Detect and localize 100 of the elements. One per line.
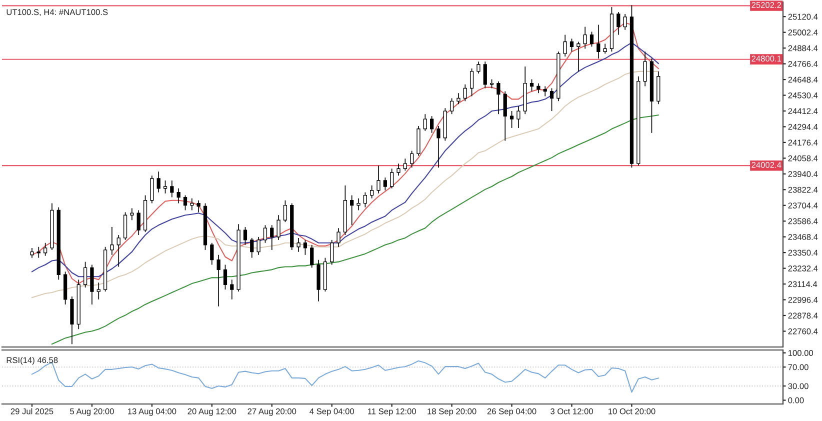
candlestick: [376, 165, 380, 194]
y-tick-label: 24648.4: [788, 76, 818, 83]
candlestick: [163, 180, 168, 194]
candlestick: [410, 150, 414, 168]
candlestick: [423, 114, 427, 132]
y-tick-label: 24530.4: [788, 92, 818, 98]
text: UT100.S, H4: #NAUT100.S: [6, 9, 108, 16]
x-tick-label: 5 Aug 20:00: [70, 408, 114, 416]
candlestick: [170, 180, 174, 198]
x-tick-label: 18 Sep 20:00: [428, 408, 476, 416]
candlestick: [430, 116, 434, 134]
candlestick: [503, 90, 507, 142]
candlestick: [530, 78, 534, 92]
candlestick: [356, 198, 360, 211]
candlestick: [263, 224, 268, 244]
candlestick: [330, 240, 334, 266]
candlestick: [336, 228, 340, 248]
candlestick: [156, 171, 160, 193]
y-tick-label: 22760.4: [788, 328, 818, 334]
candlestick: [296, 238, 300, 252]
candlestick: [90, 264, 94, 305]
candlestick: [223, 264, 228, 290]
candlestick: [510, 110, 514, 128]
y-tick-label: 24294.4: [788, 124, 818, 130]
candlestick: [483, 61, 487, 89]
candlestick: [390, 168, 394, 189]
y-tick-label: 70.00: [788, 364, 808, 370]
candlestick: [450, 98, 454, 115]
candlestick: [210, 242, 214, 266]
candlestick: [116, 234, 120, 268]
candlestick: [456, 92, 460, 105]
x-tick-label: 11 Sep 12:00: [368, 408, 416, 416]
candlestick: [196, 200, 200, 213]
y-tick-label: 23350.4: [788, 250, 818, 256]
candlestick: [30, 248, 34, 258]
candlestick: [276, 214, 280, 240]
x-tick-label: 4 Sep 04:00: [310, 408, 354, 416]
x-tick-label: 13 Aug 04:00: [128, 408, 176, 416]
x-tick-label: 29 Jul 2025: [10, 408, 54, 414]
y-tick-label: 24412.4: [788, 108, 818, 114]
y-tick-label: 100.00: [788, 350, 814, 356]
x-tick-label: 10 Oct 20:00: [608, 408, 656, 414]
candlestick: [250, 238, 254, 258]
y-tick-label: 25120.4: [788, 14, 818, 20]
y-tick-label: 22996.4: [788, 296, 818, 303]
candlestick: [130, 208, 134, 221]
text: RSI(14) 46.58: [6, 356, 58, 365]
candlestick: [396, 163, 400, 176]
y-tick-label: 24176.4: [788, 140, 818, 146]
candlestick: [576, 41, 580, 72]
y-tick-label: 24884.4: [788, 45, 818, 52]
candlestick: [370, 185, 374, 199]
candlestick: [256, 236, 260, 256]
candlestick: [83, 261, 88, 288]
candlestick: [496, 80, 500, 115]
candlestick: [476, 61, 480, 74]
candlestick: [283, 200, 288, 223]
ref-line-label: 24002.4: [752, 162, 782, 168]
candlestick: [270, 224, 274, 250]
candlestick: [190, 198, 194, 211]
candlestick: [136, 210, 140, 236]
line-series: [51, 114, 659, 345]
candlestick: [470, 68, 474, 97]
candlestick: [623, 14, 627, 30]
x-tick-label: 26 Sep 04:00: [487, 408, 536, 416]
candlestick: [44, 242, 48, 256]
candlestick: [563, 34, 567, 57]
candlestick: [176, 188, 180, 204]
candlestick: [643, 51, 647, 87]
y-tick-label: 24058.4: [788, 155, 818, 162]
y-tick-label: 30.00: [788, 383, 808, 390]
candlestick: [350, 194, 354, 226]
candlestick: [303, 240, 308, 256]
y-tick-label: 23704.4: [788, 202, 818, 208]
ref-line-label: 24800.1: [752, 56, 782, 62]
y-tick-label: 23586.4: [788, 218, 818, 224]
ref-line-label: 25202.2: [752, 2, 782, 8]
y-tick-label: 25002.4: [788, 30, 818, 36]
candlestick: [550, 88, 554, 112]
candlestick: [590, 31, 594, 48]
candlestick: [123, 212, 128, 240]
candlestick: [216, 254, 220, 307]
candlestick: [403, 158, 407, 172]
candlestick: [150, 175, 154, 204]
candlestick: [383, 177, 387, 191]
candlestick: [243, 226, 248, 246]
y-tick-label: 24766.4: [788, 61, 818, 67]
candlestick: [596, 24, 600, 59]
candlestick: [516, 106, 520, 128]
candlestick: [616, 12, 620, 36]
y-tick-label: 23232.4: [788, 265, 818, 272]
candlestick: [183, 194, 188, 211]
y-tick-label: 23114.4: [788, 281, 818, 288]
candlestick: [536, 82, 540, 94]
y-tick-label: 23822.4: [788, 186, 818, 193]
candlestick: [543, 86, 547, 97]
x-tick-label: 3 Oct 12:00: [550, 408, 593, 414]
candlestick: [110, 226, 114, 256]
y-tick-label: 0.00: [788, 397, 804, 404]
candlestick: [310, 244, 314, 268]
